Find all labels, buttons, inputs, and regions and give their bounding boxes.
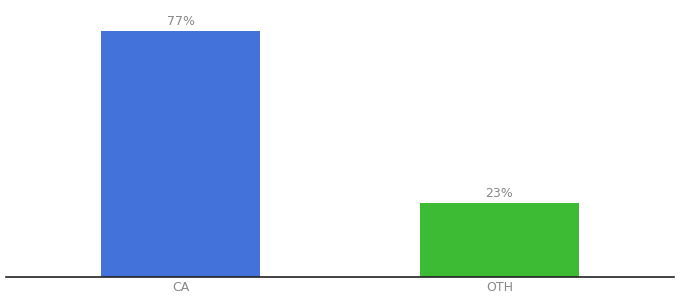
Bar	[420, 203, 579, 277]
Bar	[101, 31, 260, 277]
Text: 23%: 23%	[486, 187, 513, 200]
Text: 77%: 77%	[167, 15, 194, 28]
